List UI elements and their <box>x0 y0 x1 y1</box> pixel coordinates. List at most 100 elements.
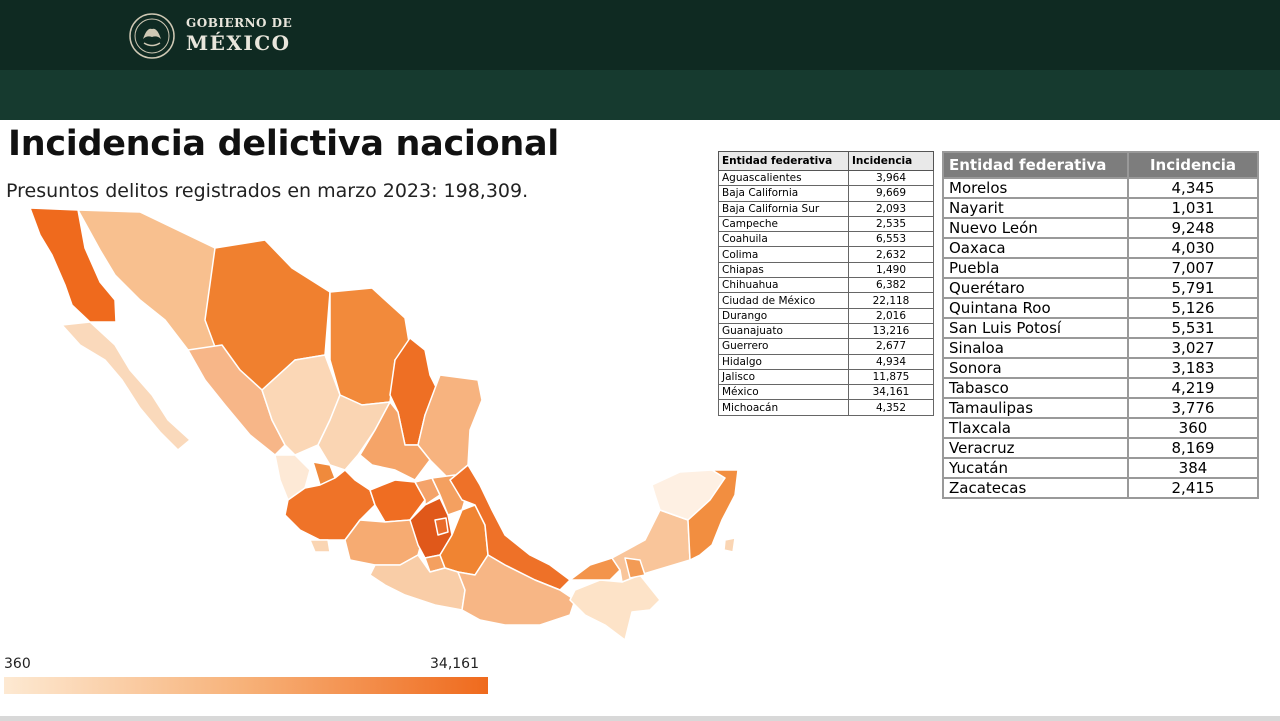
table-row: Quintana Roo 5,126 <box>942 297 1259 319</box>
entity-name-cell: Chiapas <box>718 261 849 279</box>
table-row: Puebla 7,007 <box>942 257 1259 279</box>
entity-name-cell: Tabasco <box>942 377 1129 399</box>
entity-name-cell: Sonora <box>942 357 1129 379</box>
table-row: Guanajuato 13,216 <box>718 322 934 340</box>
table-row: Jalisco 11,875 <box>718 368 934 386</box>
top-header-bar <box>0 0 1280 70</box>
table-row: Tlaxcala 360 <box>942 417 1259 439</box>
brand-line-small: GOBIERNO DE <box>186 16 293 30</box>
table-row: San Luis Potosí 5,531 <box>942 317 1259 339</box>
table-row: Durango 2,016 <box>718 307 934 324</box>
incidence-value-cell: 2,632 <box>848 246 934 263</box>
incidence-value-cell: 5,791 <box>1127 277 1259 299</box>
table-header-incidence: Incidencia <box>1127 151 1259 179</box>
table-row: Aguascalientes 3,964 <box>718 169 934 187</box>
entity-name-cell: Durango <box>718 307 849 324</box>
incidence-value-cell: 9,669 <box>848 185 934 202</box>
incidence-value-cell: 9,248 <box>1127 217 1259 239</box>
incidence-value-cell: 3,964 <box>848 169 934 187</box>
table-row: Veracruz 8,169 <box>942 437 1259 459</box>
table-row: Yucatán 384 <box>942 457 1259 479</box>
state-campeche <box>611 509 691 583</box>
page-subtitle: Presuntos delitos registrados en marzo 2… <box>6 180 529 202</box>
header-subbar <box>0 70 1280 120</box>
state-ciudad-de-mexico <box>434 517 449 536</box>
state-veracruz <box>449 464 571 591</box>
incidence-value-cell: 2,677 <box>848 338 934 355</box>
state-oaxaca <box>457 554 576 626</box>
table-header-incidence: Incidencia <box>848 151 934 171</box>
incidence-value-cell: 3,183 <box>1127 357 1259 379</box>
incidence-value-cell: 384 <box>1127 457 1259 479</box>
incidence-table-right: Entidad federativa Incidencia Morelos 4,3… <box>942 151 1259 499</box>
entity-name-cell: Puebla <box>942 257 1129 279</box>
incidence-value-cell: 8,169 <box>1127 437 1259 459</box>
incidence-value-cell: 5,531 <box>1127 317 1259 339</box>
table-row: Querétaro 5,791 <box>942 277 1259 299</box>
incidence-value-cell: 4,219 <box>1127 377 1259 399</box>
table-row: Morelos 4,345 <box>942 177 1259 199</box>
entity-name-cell: Tlaxcala <box>942 417 1129 439</box>
state-guanajuato <box>369 479 426 523</box>
entity-name-cell: Oaxaca <box>942 237 1129 259</box>
table-row: Michoacán 4,352 <box>718 399 934 416</box>
entity-name-cell: Campeche <box>718 215 849 233</box>
incidence-value-cell: 6,553 <box>848 231 934 248</box>
state-quintana-roo <box>687 469 739 561</box>
legend-max-label: 34,161 <box>430 656 479 672</box>
entity-name-cell: Guerrero <box>718 338 849 355</box>
table-row: Nuevo León 9,248 <box>942 217 1259 239</box>
entity-name-cell: Michoacán <box>718 399 849 416</box>
incidence-value-cell: 34,161 <box>848 384 934 401</box>
incidence-value-cell: 5,126 <box>1127 297 1259 319</box>
incidence-value-cell: 4,352 <box>848 399 934 416</box>
incidence-value-cell: 1,031 <box>1127 197 1259 219</box>
state-tabasco <box>569 557 621 581</box>
table-row: Chiapas 1,490 <box>718 261 934 279</box>
brand-line-big: MÉXICO <box>186 31 291 55</box>
entity-name-cell: Querétaro <box>942 277 1129 299</box>
entity-name-cell: Aguascalientes <box>718 169 849 187</box>
table-row: Campeche 2,535 <box>718 215 934 233</box>
incidence-value-cell: 7,007 <box>1127 257 1259 279</box>
incidence-value-cell: 4,030 <box>1127 237 1259 259</box>
table-header-entity: Entidad federativa <box>942 151 1129 179</box>
state-baja-california-sur <box>61 321 191 451</box>
entity-name-cell: San Luis Potosí <box>942 317 1129 339</box>
entity-name-cell: Zacatecas <box>942 477 1129 499</box>
entity-name-cell: Baja California Sur <box>718 200 849 217</box>
entity-name-cell: Tamaulipas <box>942 397 1129 419</box>
entity-name-cell: Morelos <box>942 177 1129 199</box>
state-zacatecas <box>317 394 391 471</box>
entity-name-cell: Ciudad de México <box>718 292 849 309</box>
state-san-luis-potosi <box>359 401 431 481</box>
incidence-value-cell: 2,415 <box>1127 477 1259 499</box>
entity-name-cell: Quintana Roo <box>942 297 1129 319</box>
table-row: Tamaulipas 3,776 <box>942 397 1259 419</box>
incidence-value-cell: 6,382 <box>848 277 934 294</box>
entity-name-cell: Nayarit <box>942 197 1129 219</box>
table-row: Baja California 9,669 <box>718 185 934 202</box>
state-colima <box>309 539 331 553</box>
table-row: Coahuila 6,553 <box>718 231 934 248</box>
incidence-value-cell: 22,118 <box>848 292 934 309</box>
table-row: Sinaloa 3,027 <box>942 337 1259 359</box>
table-row: Nayarit 1,031 <box>942 197 1259 219</box>
table-row: Oaxaca 4,030 <box>942 237 1259 259</box>
entity-name-cell: Guanajuato <box>718 322 849 340</box>
legend-min-label: 360 <box>4 656 31 672</box>
entity-name-cell: Nuevo León <box>942 217 1129 239</box>
incidence-value-cell: 4,934 <box>848 353 934 370</box>
state-baja-california <box>29 207 117 323</box>
table-row: Ciudad de México 22,118 <box>718 292 934 309</box>
entity-name-cell: México <box>718 384 849 401</box>
incidence-value-cell: 11,875 <box>848 368 934 386</box>
entity-name-cell: Yucatán <box>942 457 1129 479</box>
incidence-value-cell: 1,490 <box>848 261 934 279</box>
table-row: México 34,161 <box>718 384 934 401</box>
entity-name-cell: Jalisco <box>718 368 849 386</box>
table-row: Hidalgo 4,934 <box>718 353 934 370</box>
table-row: Zacatecas 2,415 <box>942 477 1259 499</box>
mexico-choropleth-map <box>29 207 739 641</box>
entity-name-cell: Hidalgo <box>718 353 849 370</box>
